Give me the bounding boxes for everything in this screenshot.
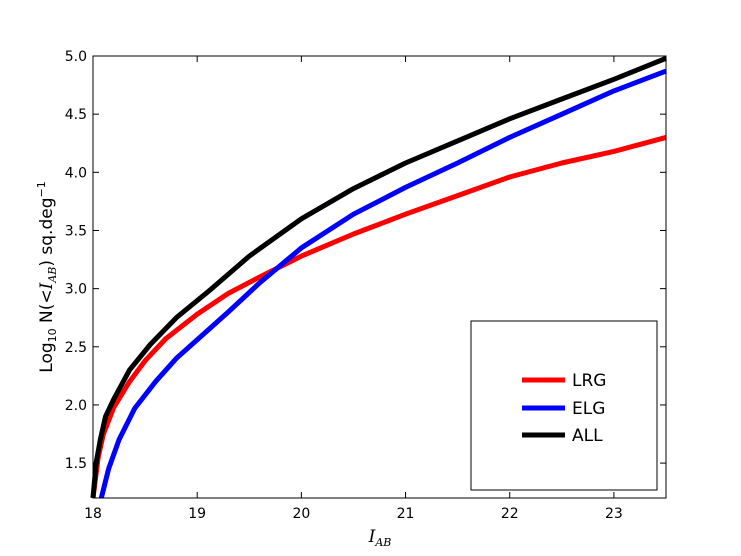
x-tick-label: 23 bbox=[605, 506, 623, 522]
y-tick-label: 3.0 bbox=[65, 282, 87, 298]
x-tick-label: 18 bbox=[84, 506, 102, 522]
x-tick-label: 19 bbox=[188, 506, 206, 522]
y-tick-label: 1.5 bbox=[65, 456, 87, 472]
y-tick-label: 2.0 bbox=[65, 398, 87, 414]
legend-label-lrg: LRG bbox=[572, 371, 606, 391]
series-line-all bbox=[90, 55, 667, 499]
svg-text:Log10 N(<IAB) sq.deg−1: Log10 N(<IAB) sq.deg−1 bbox=[35, 181, 59, 372]
y-axis-label: Log10 N(<IAB) sq.deg−1 bbox=[35, 181, 59, 372]
y-tick-label: 5.0 bbox=[65, 49, 87, 65]
y-tick-label: 2.5 bbox=[65, 340, 87, 356]
legend-label-elg: ELG bbox=[572, 399, 605, 419]
legend: LRG ELG ALL bbox=[470, 320, 658, 491]
series-line-lrg bbox=[90, 134, 667, 499]
series-layer bbox=[90, 55, 667, 499]
x-tick-label: 20 bbox=[292, 506, 310, 522]
x-tick-label: 22 bbox=[501, 506, 519, 522]
y-axis: 1.5 2.0 2.5 3.0 3.5 4.0 4.5 5.0 bbox=[65, 49, 666, 472]
y-tick-label: 3.5 bbox=[65, 223, 87, 239]
y-tick-label: 4.0 bbox=[65, 165, 87, 181]
x-tick-label: 21 bbox=[397, 506, 415, 522]
series-line-elg bbox=[98, 68, 667, 499]
legend-label-all: ALL bbox=[572, 426, 603, 446]
x-axis: 18 19 20 21 22 23 bbox=[84, 56, 623, 522]
x-axis-label: IAB bbox=[368, 527, 392, 549]
plot-frame bbox=[92, 55, 667, 499]
y-tick-label: 4.5 bbox=[65, 107, 87, 123]
